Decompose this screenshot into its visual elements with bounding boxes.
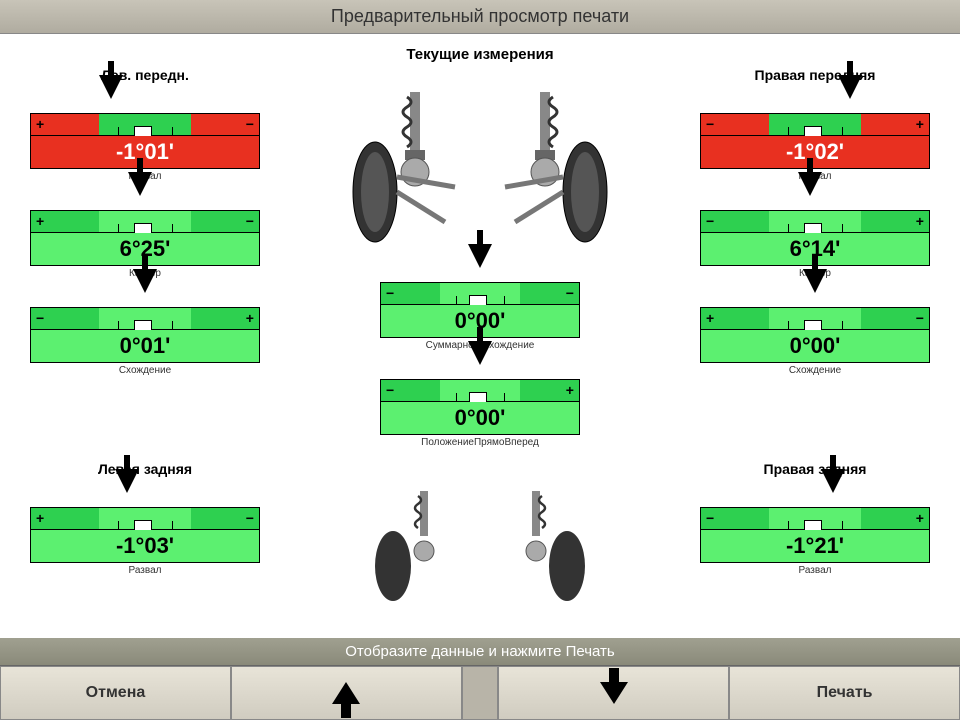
front-suspension-diagram bbox=[345, 72, 615, 252]
gauge-scale: −+ bbox=[30, 307, 260, 329]
scroll-down-button[interactable] bbox=[498, 666, 729, 720]
gauge-label: Развал bbox=[30, 565, 260, 576]
sign-right: + bbox=[566, 382, 574, 398]
sign-left: + bbox=[36, 510, 44, 526]
gauge-arrow-icon bbox=[468, 341, 492, 365]
gauge-value: -1°03' bbox=[30, 529, 260, 563]
gauge-front-right-camber: −+-1°02'Развал bbox=[700, 93, 930, 182]
sign-right: + bbox=[916, 116, 924, 132]
gauge-arrow-icon bbox=[133, 269, 157, 293]
gauge-label: ПоложениеПрямоВперед bbox=[380, 437, 580, 448]
sign-right: + bbox=[916, 213, 924, 229]
gauge-scale: −+ bbox=[700, 113, 930, 135]
sign-right: − bbox=[246, 510, 254, 526]
gauge-thrust-angle: −+0°00'ПоложениеПрямоВперед bbox=[380, 359, 580, 448]
gauge-scale: +− bbox=[30, 113, 260, 135]
rear-right-suspension-icon bbox=[485, 481, 595, 601]
arrow-up-icon bbox=[332, 682, 360, 704]
sign-right: − bbox=[916, 310, 924, 326]
sign-left: + bbox=[36, 116, 44, 132]
gauge-scale: −+ bbox=[700, 507, 930, 529]
sign-left: + bbox=[706, 310, 714, 326]
gauge-arrow-icon bbox=[115, 469, 139, 493]
sign-right: − bbox=[246, 116, 254, 132]
gauge-value: -1°01' bbox=[30, 135, 260, 169]
rear-section: Левая задняя +−-1°03'Развал bbox=[30, 461, 930, 601]
rear-right-heading: Правая задняя bbox=[700, 461, 930, 477]
sign-left: + bbox=[36, 213, 44, 229]
gauge-arrow-icon bbox=[99, 75, 123, 99]
cancel-label: Отмена bbox=[86, 684, 146, 702]
gauge-value: -1°02' bbox=[700, 135, 930, 169]
print-label: Печать bbox=[817, 684, 873, 702]
status-text: Отобразите данные и нажмите Печать bbox=[345, 643, 615, 660]
gauge-front-left-toe: −+0°01'Схождение bbox=[30, 287, 260, 376]
front-section: Лев. передн. +−-1°01'Развал +−6°25'Касте… bbox=[30, 67, 930, 456]
gauge-value: 0°00' bbox=[380, 401, 580, 435]
gauge-scale: −− bbox=[380, 282, 580, 304]
gauge-front-right-toe: +−0°00'Схождение bbox=[700, 287, 930, 376]
sign-left: − bbox=[706, 213, 714, 229]
gauge-rear-right-camber: −+-1°21'Развал bbox=[700, 487, 930, 576]
rear-left-suspension-icon bbox=[365, 481, 475, 601]
gauge-arrow-icon bbox=[803, 269, 827, 293]
gauge-arrow-icon bbox=[128, 172, 152, 196]
page-title: Текущие измерения bbox=[30, 46, 930, 63]
front-left-heading: Лев. передн. bbox=[30, 67, 260, 83]
window-title-bar: Предварительный просмотр печати bbox=[0, 0, 960, 34]
sign-left: − bbox=[386, 382, 394, 398]
arrow-down-icon bbox=[600, 682, 628, 704]
print-button[interactable]: Печать bbox=[729, 666, 960, 720]
gauge-scale: +− bbox=[30, 507, 260, 529]
gauge-value: -1°21' bbox=[700, 529, 930, 563]
gauge-label: Развал bbox=[700, 565, 930, 576]
gauge-front-left-camber: +−-1°01'Развал bbox=[30, 93, 260, 182]
gauge-scale: −+ bbox=[700, 210, 930, 232]
gauge-value: 0°01' bbox=[30, 329, 260, 363]
gauge-scale: −+ bbox=[380, 379, 580, 401]
gauge-arrow-icon bbox=[821, 469, 845, 493]
sign-right: + bbox=[916, 510, 924, 526]
sign-left: − bbox=[36, 310, 44, 326]
rear-suspension-diagram bbox=[365, 481, 595, 601]
front-right-heading: Правая передняя bbox=[700, 67, 930, 83]
gauge-rear-left-camber: +−-1°03'Развал bbox=[30, 487, 260, 576]
front-right-column: Правая передняя −+-1°02'Развал −+6°14'Ка… bbox=[700, 67, 930, 384]
content-area: Текущие измерения Лев. передн. +−-1°01'Р… bbox=[0, 34, 960, 638]
rear-left-heading: Левая задняя bbox=[30, 461, 260, 477]
rear-left-column: Левая задняя +−-1°03'Развал bbox=[30, 461, 260, 584]
status-bar: Отобразите данные и нажмите Печать bbox=[0, 638, 960, 665]
sign-right: + bbox=[246, 310, 254, 326]
gauge-arrow-icon bbox=[838, 75, 862, 99]
sign-left: − bbox=[706, 510, 714, 526]
rear-right-column: Правая задняя −+-1°21'Развал bbox=[700, 461, 930, 584]
gauge-scale: +− bbox=[30, 210, 260, 232]
sign-left: − bbox=[706, 116, 714, 132]
gauge-value: 0°00' bbox=[700, 329, 930, 363]
cancel-button[interactable]: Отмена bbox=[0, 666, 231, 720]
sign-right: − bbox=[566, 285, 574, 301]
gauge-label: Схождение bbox=[30, 365, 260, 376]
front-center-gauges: −−0°00'Суммарное Схождение −+0°00'Положе… bbox=[380, 262, 580, 456]
gauge-label: Схождение bbox=[700, 365, 930, 376]
rear-center-column bbox=[330, 461, 630, 601]
gauge-scale: +− bbox=[700, 307, 930, 329]
front-left-suspension-icon bbox=[345, 72, 475, 252]
sign-left: − bbox=[386, 285, 394, 301]
sign-right: − bbox=[246, 213, 254, 229]
front-left-column: Лев. передн. +−-1°01'Развал +−6°25'Касте… bbox=[30, 67, 260, 384]
front-center-column: −−0°00'Суммарное Схождение −+0°00'Положе… bbox=[330, 67, 630, 456]
scroll-up-button[interactable] bbox=[231, 666, 462, 720]
front-right-suspension-icon bbox=[485, 72, 615, 252]
window-title: Предварительный просмотр печати bbox=[331, 6, 629, 26]
separator-button bbox=[462, 666, 498, 720]
gauge-arrow-icon bbox=[798, 172, 822, 196]
button-bar: Отмена Печать bbox=[0, 665, 960, 720]
gauge-arrow-icon bbox=[468, 244, 492, 268]
